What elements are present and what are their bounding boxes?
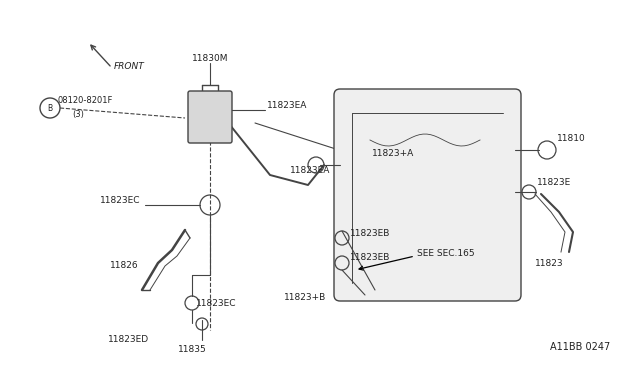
Text: 11823EC: 11823EC xyxy=(100,196,141,205)
Text: 11835: 11835 xyxy=(178,346,206,355)
Text: (3): (3) xyxy=(72,109,84,119)
Text: 08120-8201F: 08120-8201F xyxy=(57,96,113,105)
FancyBboxPatch shape xyxy=(188,91,232,143)
Text: 11823EA: 11823EA xyxy=(267,100,307,109)
Text: 11830M: 11830M xyxy=(192,54,228,62)
Text: A11BB 0247: A11BB 0247 xyxy=(550,342,610,352)
Text: 11823+B: 11823+B xyxy=(284,294,326,302)
Text: 11823EC: 11823EC xyxy=(196,298,237,308)
Text: FRONT: FRONT xyxy=(114,62,145,71)
Text: SEE SEC.165: SEE SEC.165 xyxy=(417,250,475,259)
Text: 11823EA: 11823EA xyxy=(290,166,330,174)
Text: 11823EB: 11823EB xyxy=(350,228,390,237)
Text: 11823EB: 11823EB xyxy=(350,253,390,263)
Text: 11810: 11810 xyxy=(557,134,586,142)
Text: 11823E: 11823E xyxy=(537,177,572,186)
FancyBboxPatch shape xyxy=(334,89,521,301)
Text: B: B xyxy=(47,103,52,112)
Text: 11823ED: 11823ED xyxy=(108,336,149,344)
Text: 11826: 11826 xyxy=(110,262,139,270)
Text: 11823: 11823 xyxy=(534,260,563,269)
Text: 11823+A: 11823+A xyxy=(372,148,414,157)
